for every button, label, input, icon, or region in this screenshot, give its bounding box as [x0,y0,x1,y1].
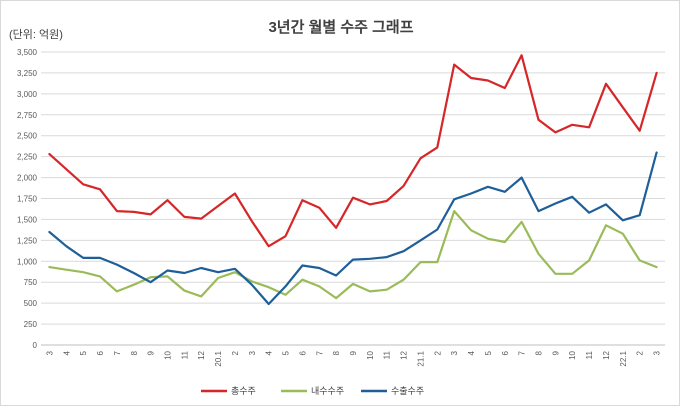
x-tick-label: 8 [130,350,139,355]
x-tick-label: 12 [602,350,611,359]
y-tick-label: 2,000 [17,174,38,183]
legend: 총수주 내수수주 수출수주 [201,386,424,396]
x-tick-label: 10 [366,350,375,359]
x-tick-label: 21.1 [416,350,425,366]
x-tick-label: 7 [315,350,324,355]
x-tick-label: 9 [551,350,560,355]
y-tick-label: 1,250 [17,236,38,245]
x-tick-label: 3 [248,350,257,355]
x-tick-label: 20.1 [214,350,223,366]
x-tick-label: 6 [96,350,105,355]
x-tick-label: 10 [568,350,577,359]
x-tick-label: 3 [45,350,54,355]
y-tick-label: 2,750 [17,111,38,120]
y-axis-ticks: 0 250 500 750 1,000 1,250 1,500 1,750 2,000 2,250… [17,48,38,350]
x-tick-label: 3 [450,350,459,355]
unit-label: (단위: 억원) [9,28,63,41]
x-tick-label: 4 [467,350,476,355]
y-tick-label: 3,500 [17,48,38,57]
x-tick-label: 22.1 [619,350,628,366]
x-tick-label: 3 [653,350,662,355]
series-line-2 [48,151,658,306]
x-tick-label: 2 [433,350,442,355]
x-tick-label: 12 [197,350,206,359]
x-tick-label: 10 [163,350,172,359]
x-tick-label: 2 [231,350,240,355]
x-tick-label: 7 [518,350,527,355]
series-line-1 [48,210,658,300]
x-tick-label: 9 [147,350,156,355]
y-tick-label: 2,250 [17,153,38,162]
x-tick-label: 8 [332,350,341,355]
x-tick-label: 5 [484,350,493,355]
y-tick-label: 3,250 [17,69,38,78]
y-tick-label: 3,000 [17,90,38,99]
x-tick-label: 5 [282,350,291,355]
x-tick-label: 12 [400,350,409,359]
x-tick-label: 11 [383,350,392,359]
y-tick-label: 1,500 [17,215,38,224]
x-tick-label: 4 [265,350,274,355]
gridlines [41,51,665,346]
series-lines [48,54,658,306]
x-tick-label: 5 [79,350,88,355]
x-tick-label: 6 [298,350,307,355]
y-tick-label: 250 [24,320,38,329]
series-line-0 [48,54,658,248]
x-tick-label: 4 [62,350,71,355]
y-tick-label: 750 [24,278,38,287]
x-tick-label: 7 [113,350,122,355]
legend-label: 내수수주 [311,386,344,396]
legend-label: 수출수주 [391,386,424,396]
x-axis-ticks: 3 4 5 6 7 8 9 10 11 12 20.1 2 3 4 5 6 7 8 9 10 11 12 21.1 2 3 4 5 6… [45,350,661,366]
legend-label: 총수주 [231,386,256,396]
x-tick-label: 6 [501,350,510,355]
y-tick-label: 500 [24,299,38,308]
x-tick-label: 8 [535,350,544,355]
x-tick-label: 11 [585,350,594,359]
y-tick-label: 1,000 [17,257,38,266]
chart-title: 3년간 월별 수주 그래프 [268,18,413,36]
y-tick-label: 0 [33,341,38,350]
y-tick-label: 2,500 [17,132,38,141]
x-tick-label: 2 [636,350,645,355]
x-tick-label: 11 [180,350,189,359]
x-tick-label: 9 [349,350,358,355]
y-tick-label: 1,750 [17,195,38,204]
